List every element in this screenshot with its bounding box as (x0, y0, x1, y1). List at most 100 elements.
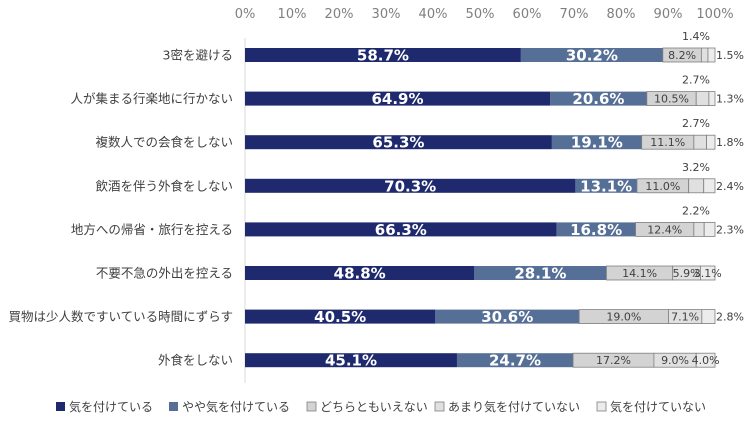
bar-segment (556, 222, 636, 237)
data-label: 13.1% (580, 177, 632, 195)
bar-segment (701, 309, 716, 325)
data-label: 70.3% (384, 177, 436, 195)
data-label: 20.6% (572, 90, 624, 108)
data-label: 9.0% (661, 354, 689, 367)
legend-label: やや気を付けている (182, 399, 290, 414)
data-label: 19.0% (606, 311, 641, 324)
bar-segment (703, 178, 716, 194)
bar-segment (693, 221, 705, 237)
category-labels: 3密を避ける人が集まる行楽地に行かない複数人での会食をしない飲酒を伴う外食をしな… (8, 48, 233, 368)
x-tick-label: 80% (607, 7, 636, 22)
bar-segment (550, 91, 647, 106)
data-label: 12.4% (647, 223, 682, 236)
bar-segment (245, 309, 436, 324)
legend-swatch (596, 401, 607, 412)
bar-segment (695, 352, 716, 368)
legend-label: どちらともいえない (320, 400, 428, 414)
bar-segment (706, 134, 716, 150)
x-axis: 0% 10% 20% 30% 40% 50% 60% 70% 80% 90% 100% (235, 7, 734, 383)
x-tick-label: 70% (560, 7, 589, 22)
legend: 気を付けている やや気を付けている どちらともいえない あまり気を付けていない 気を付け… (56, 399, 706, 414)
data-label: 1.5% (716, 49, 744, 62)
data-label: 4.0% (692, 354, 720, 367)
bar-segment (435, 309, 580, 324)
data-label: 30.2% (566, 47, 618, 65)
bar-segment (703, 221, 716, 237)
legend-swatch (169, 402, 178, 411)
bar-segment (456, 353, 574, 368)
bar-segment (700, 265, 716, 281)
data-label: 3.1% (694, 267, 722, 280)
x-tick-label: 10% (278, 7, 307, 22)
data-label: 2.3% (716, 223, 744, 236)
data-label: 24.7% (489, 352, 541, 370)
legend-swatch (306, 401, 317, 412)
bar-segment (245, 266, 475, 280)
category-label: 飲酒を伴う外食をしない (95, 178, 233, 193)
category-label: 買物は少人数ですいている時間にずらす (8, 309, 233, 324)
data-label: 58.7% (357, 47, 409, 65)
bar-segment (245, 353, 457, 368)
legend-label: 気を付けている (69, 399, 153, 414)
bar-segment (245, 91, 551, 106)
category-label: 人が集まる行楽地に行かない (70, 91, 233, 106)
x-tick-label: 30% (372, 7, 401, 22)
data-label: 1.8% (716, 136, 744, 149)
data-label: 2.4% (716, 180, 744, 193)
legend-swatch (434, 401, 445, 412)
bar-segment (551, 135, 642, 150)
data-label: 5.9% (673, 267, 701, 280)
x-tick-label: 90% (654, 7, 683, 22)
data-label: 8.2% (668, 49, 696, 62)
data-label: 11.1% (650, 136, 685, 149)
bar-segment (695, 91, 710, 106)
legend-label: あまり気を付けていない (448, 399, 580, 414)
x-tick-label: 0% (235, 7, 256, 22)
bar-segment (245, 178, 576, 193)
data-label: 45.1% (325, 352, 377, 370)
bar-segment (700, 47, 709, 63)
bar-segment (245, 48, 521, 62)
bars (245, 47, 716, 368)
data-label: 19.1% (571, 134, 623, 152)
x-tick-label: 20% (325, 7, 354, 22)
bar-segment (474, 266, 607, 280)
data-label: 66.3% (375, 221, 427, 239)
data-label: 30.6% (481, 308, 533, 326)
bar-segment (245, 135, 552, 150)
x-tick-label: 60% (513, 7, 542, 22)
data-labels: 58.7% 30.2% 8.2% 1.4% 1.5% 64.9% 20.6% 10.5% 2.7… (314, 30, 744, 370)
data-label: 28.1% (514, 265, 566, 283)
legend-label: 気を付けていない (610, 399, 706, 414)
data-label: 64.9% (371, 90, 423, 108)
data-label: 48.8% (334, 265, 386, 283)
legend-swatch (56, 402, 65, 411)
bar-segment (707, 47, 716, 63)
data-label: 2.8% (716, 311, 744, 324)
bar-segment (693, 134, 707, 150)
data-label: 2.2% (682, 204, 710, 217)
data-label: 65.3% (372, 134, 424, 152)
bar-segment (575, 178, 637, 193)
category-label: 不要不急の外出を控える (96, 266, 233, 281)
data-label: 17.2% (596, 354, 631, 367)
bar-segment (245, 222, 557, 237)
category-label: 複数人での会食をしない (95, 135, 233, 150)
data-label: 2.7% (682, 117, 710, 130)
data-label: 3.2% (682, 161, 710, 174)
x-tick-label: 100% (696, 7, 733, 22)
data-label: 40.5% (314, 308, 366, 326)
data-label: 10.5% (654, 93, 689, 106)
bar-segment (688, 178, 705, 194)
data-label: 7.1% (671, 311, 699, 324)
data-label: 1.3% (716, 93, 744, 106)
data-label: 14.1% (622, 267, 657, 280)
category-label: 3密を避ける (163, 48, 233, 63)
bar-segment (708, 91, 716, 106)
data-label: 11.0% (645, 180, 680, 193)
data-label: 16.8% (570, 221, 622, 239)
bar-segment (520, 48, 663, 62)
category-label: 地方への帰省・旅行を控える (71, 222, 233, 237)
x-tick-label: 40% (419, 7, 448, 22)
